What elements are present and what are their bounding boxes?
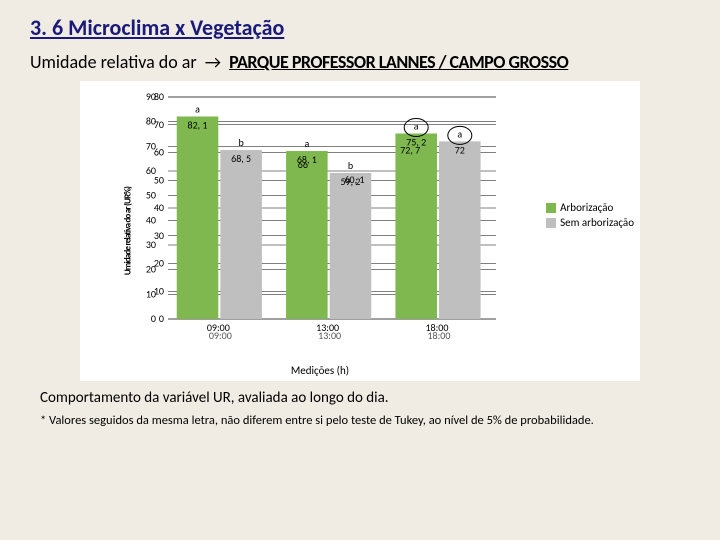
legend-swatch xyxy=(546,203,556,213)
footnote: * Valores seguidos da mesma letra, não d… xyxy=(40,413,680,429)
chart-container: Umidade relativa do ar (UR%) 01020304050… xyxy=(80,81,640,381)
bar xyxy=(220,150,262,319)
legend: Arborização Sem arborização xyxy=(546,201,634,231)
svg-text:13:00: 13:00 xyxy=(318,329,341,341)
svg-text:18:00: 18:00 xyxy=(427,329,450,341)
svg-text:40: 40 xyxy=(146,213,156,226)
svg-text:90: 90 xyxy=(146,91,156,103)
svg-text:b: b xyxy=(239,136,244,149)
bar xyxy=(286,151,328,319)
variable-name: Umidade relativa do ar xyxy=(30,51,197,73)
x-axis-label: Medições (h) xyxy=(140,364,500,377)
svg-text:b: b xyxy=(348,159,353,172)
arrow-icon: → xyxy=(205,51,221,73)
svg-text:72, 7: 72, 7 xyxy=(400,144,420,157)
svg-text:66: 66 xyxy=(298,158,308,171)
svg-text:60, 1: 60, 1 xyxy=(344,173,364,186)
section-title: 3. 6 Microclima x Vegetação xyxy=(30,14,690,41)
svg-text:82, 1: 82, 1 xyxy=(188,118,208,131)
svg-text:20: 20 xyxy=(146,263,156,276)
svg-text:68, 5: 68, 5 xyxy=(231,152,251,165)
svg-text:30: 30 xyxy=(146,238,156,251)
y-axis-label: Umidade relativa do ar (UR%) xyxy=(123,187,134,275)
subtitle: Umidade relativa do ar → PARQUE PROFESSO… xyxy=(30,51,690,73)
bar-chart: 01020304050607080010203040506070809082, … xyxy=(140,91,500,341)
legend-label: Arborização xyxy=(560,201,613,214)
svg-text:a: a xyxy=(195,102,200,115)
bar xyxy=(330,173,372,319)
svg-text:40: 40 xyxy=(154,201,164,214)
bar xyxy=(395,134,437,319)
svg-text:10: 10 xyxy=(146,287,156,300)
svg-text:a: a xyxy=(457,127,462,140)
location-name: PARQUE PROFESSOR LANNES / CAMPO GROSSO xyxy=(229,51,568,73)
legend-swatch xyxy=(546,218,556,228)
svg-text:70: 70 xyxy=(146,139,156,152)
svg-text:80: 80 xyxy=(146,115,156,128)
svg-text:72: 72 xyxy=(455,143,465,156)
legend-item: Sem arborização xyxy=(546,216,634,229)
legend-label: Sem arborização xyxy=(560,216,634,229)
bar xyxy=(439,141,481,319)
bar xyxy=(177,116,219,319)
chart-caption: Comportamento da variável UR, avaliada a… xyxy=(40,389,690,407)
svg-text:50: 50 xyxy=(146,189,156,202)
svg-text:09:00: 09:00 xyxy=(209,329,232,341)
svg-text:a: a xyxy=(414,120,419,133)
svg-text:0: 0 xyxy=(151,312,156,325)
svg-text:0: 0 xyxy=(159,312,164,325)
svg-text:a: a xyxy=(304,137,309,150)
legend-item: Arborização xyxy=(546,201,634,214)
svg-text:60: 60 xyxy=(146,164,156,177)
